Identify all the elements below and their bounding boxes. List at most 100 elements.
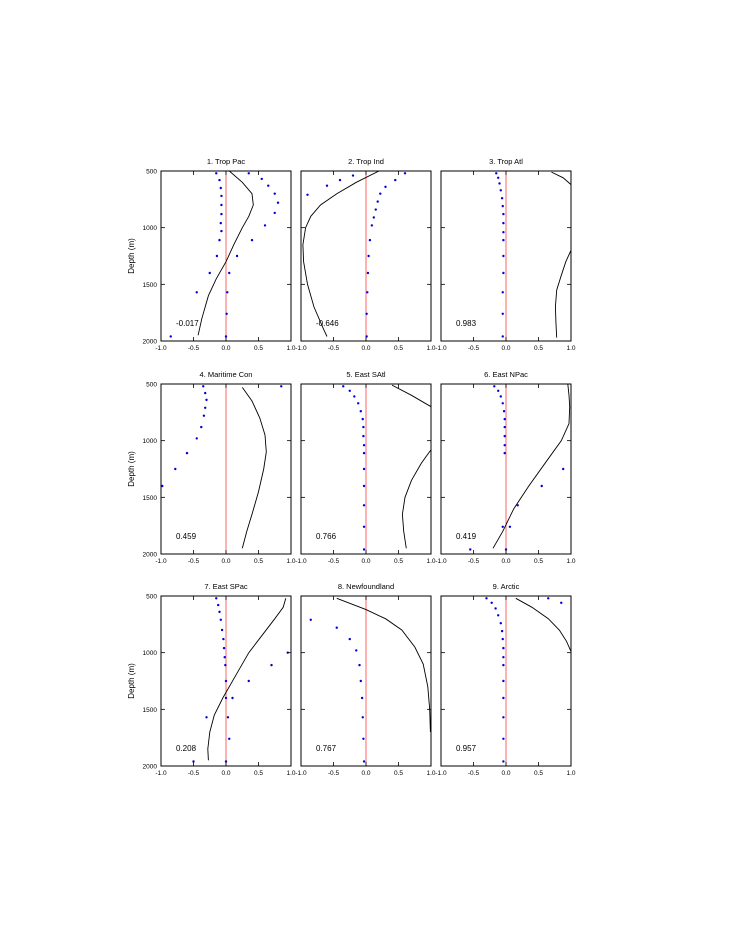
data-point: [217, 603, 220, 607]
data-point: [516, 504, 519, 507]
data-point: [235, 254, 239, 258]
x-tick-label: -1.0: [295, 345, 307, 352]
data-point: [250, 238, 254, 242]
data-point: [362, 525, 366, 528]
x-tick-label: 0.0: [361, 770, 370, 777]
data-point: [270, 663, 273, 667]
data-point: [374, 208, 377, 211]
data-point: [501, 312, 504, 315]
data-point: [497, 389, 500, 392]
data-point: [273, 192, 276, 195]
panel-title: 7. East SPac: [204, 582, 248, 591]
data-point: [219, 221, 222, 225]
y-tick-label: 2000: [143, 764, 158, 771]
correlation-value: -0.017: [176, 319, 199, 328]
panel-title: 4. Maritime Con: [200, 370, 253, 379]
data-point: [226, 291, 229, 294]
x-tick-label: 0.5: [394, 770, 403, 777]
data-point: [497, 614, 500, 617]
data-point: [500, 197, 504, 200]
data-point: [225, 312, 228, 315]
y-axis-label: Depth (m): [127, 451, 136, 487]
data-point: [362, 451, 366, 455]
data-point: [247, 679, 250, 683]
data-point: [218, 610, 221, 614]
data-point: [195, 291, 198, 294]
x-tick-label: -0.5: [468, 770, 480, 777]
data-point: [502, 646, 505, 650]
data-point: [504, 548, 508, 551]
data-point: [202, 385, 205, 388]
data-point: [353, 395, 356, 398]
data-point: [362, 737, 365, 740]
data-point: [228, 271, 231, 275]
x-tick-label: -1.0: [435, 345, 447, 352]
y-tick-label: 500: [146, 382, 157, 389]
x-tick-label: 1.0: [426, 558, 435, 565]
data-point: [169, 335, 172, 338]
y-tick-label: 1000: [143, 225, 158, 232]
data-point: [366, 271, 370, 275]
data-point: [502, 212, 505, 216]
data-point: [501, 291, 504, 294]
x-tick-label: 1.0: [426, 345, 435, 352]
correlation-curve: [197, 171, 254, 336]
chart-panel-5: -1.0 -0.5 0.0 0.5 1.0 5. East SAtl 0.766: [295, 370, 435, 565]
x-tick-label: 0.5: [534, 345, 543, 352]
data-point: [503, 434, 506, 438]
data-point: [280, 385, 283, 388]
data-point: [335, 626, 338, 629]
data-point: [348, 389, 351, 392]
data-point: [367, 254, 370, 258]
x-tick-label: 0.5: [534, 770, 543, 777]
data-point: [365, 312, 368, 315]
x-tick-label: 0.0: [501, 770, 510, 777]
panel-title: 1. Trop Pac: [207, 157, 246, 166]
data-point: [161, 484, 164, 488]
data-point: [501, 637, 504, 641]
data-point: [502, 410, 506, 413]
data-point: [499, 189, 502, 192]
x-tick-label: -0.5: [328, 345, 340, 352]
data-point: [348, 637, 351, 641]
data-point: [501, 525, 504, 528]
data-point: [502, 231, 505, 234]
chart-panel-4: -1.0 -0.5 0.0 0.5 1.0 500 1000 1500 2000 4. Marit…: [127, 370, 296, 565]
data-point: [503, 425, 506, 429]
x-tick-label: 0.0: [501, 558, 510, 565]
x-tick-label: 0.5: [254, 558, 263, 565]
data-point: [368, 238, 372, 242]
chart-panel-6: -1.0 -0.5 0.0 0.5 1.0 6. East NPac 0.419: [435, 370, 575, 565]
data-point: [338, 178, 342, 182]
data-point: [499, 622, 502, 625]
x-tick-label: 1.0: [286, 558, 295, 565]
data-point: [202, 414, 206, 417]
y-tick-label: 2000: [143, 339, 158, 346]
data-point: [204, 391, 207, 395]
data-point: [497, 176, 500, 179]
y-tick-label: 2000: [143, 552, 158, 559]
panel-title: 8. Newfoundland: [338, 582, 394, 591]
panel-title: 5. East SAtl: [346, 370, 386, 379]
chart-panel-1: -1.0 -0.5 0.0 0.5 1.0 500 1000 1500 2000 1. Trop …: [127, 157, 296, 352]
x-tick-label: 0.0: [361, 558, 370, 565]
data-point: [220, 203, 223, 207]
data-point: [200, 425, 203, 429]
data-point: [205, 398, 208, 402]
data-point: [362, 548, 366, 551]
x-tick-label: -1.0: [155, 770, 167, 777]
x-tick-label: -1.0: [295, 770, 307, 777]
data-point: [485, 597, 488, 600]
data-point: [361, 417, 364, 421]
x-tick-label: 0.0: [221, 558, 230, 565]
x-tick-label: -1.0: [295, 558, 307, 565]
data-point: [370, 224, 374, 227]
data-point: [205, 716, 208, 719]
data-point: [215, 172, 218, 175]
data-point: [490, 601, 493, 604]
data-point: [306, 193, 309, 196]
chart-panel-2: -1.0 -0.5 0.0 0.5 1.0 2. Trop Ind -0.646: [295, 157, 435, 352]
data-point: [185, 451, 189, 455]
data-point: [359, 410, 362, 413]
